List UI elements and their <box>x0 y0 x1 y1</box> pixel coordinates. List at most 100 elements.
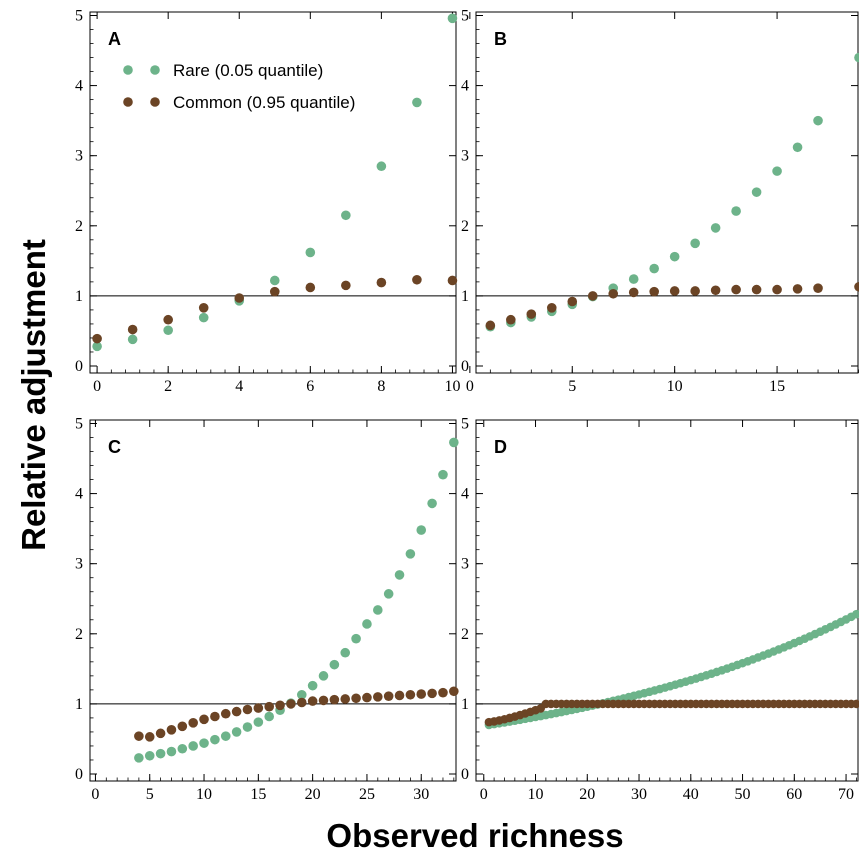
y-tick-label: 5 <box>75 8 83 25</box>
rare-point <box>269 275 280 286</box>
x-axis-label: Observed richness <box>326 817 624 854</box>
common-point <box>234 293 245 303</box>
rare-point <box>792 142 803 153</box>
rare-point <box>177 743 188 754</box>
common-point <box>253 703 264 713</box>
y-tick-label: 5 <box>461 8 469 25</box>
common-point <box>269 286 280 297</box>
common-point <box>383 691 394 701</box>
y-tick-label: 4 <box>461 486 469 503</box>
common-point <box>296 697 307 708</box>
x-tick-label: 30 <box>631 786 647 803</box>
y-tick-label: 5 <box>75 416 83 433</box>
x-tick-label: 2 <box>164 378 172 395</box>
legend-common-label: Common (0.95 quantile) <box>173 93 355 112</box>
y-tick-label: 1 <box>461 696 469 713</box>
common-point <box>526 309 537 319</box>
common-point <box>340 694 351 704</box>
rare-point <box>772 166 782 176</box>
x-tick-label: 10 <box>528 786 544 803</box>
common-point <box>506 314 516 325</box>
x-tick-label: 20 <box>579 786 595 803</box>
x-tick-label: 30 <box>413 786 429 803</box>
panel-c: 0 5 10 15 20 25 30 0 1 2 3 4 5 C <box>75 416 459 803</box>
rare-point <box>166 746 177 757</box>
x-tick-label: 40 <box>683 786 699 803</box>
y-tick-label: 3 <box>75 148 83 165</box>
x-tick-label: 10 <box>196 786 212 803</box>
common-point <box>649 286 659 297</box>
common-point <box>405 689 416 700</box>
panel-letter-c: C <box>108 437 121 457</box>
common-point <box>373 692 383 702</box>
common-point <box>242 704 253 715</box>
common-point <box>485 320 496 331</box>
common-point <box>690 286 700 296</box>
x-tick-label: 15 <box>250 786 266 803</box>
common-point <box>307 696 318 706</box>
rare-point <box>813 115 823 126</box>
x-tick-label: 60 <box>786 786 802 803</box>
rare-point <box>731 206 741 216</box>
panel-letter-b: B <box>494 29 507 49</box>
common-point <box>177 721 188 732</box>
common-point <box>394 690 405 701</box>
legend-rare-label: Rare (0.05 quantile) <box>173 61 323 80</box>
rare-point <box>253 717 264 727</box>
rare-point <box>394 570 405 580</box>
common-point <box>231 706 242 717</box>
common-point <box>412 274 422 285</box>
rare-point <box>416 525 427 535</box>
rare-point <box>220 731 231 741</box>
common-point <box>449 686 459 697</box>
x-tick-label: 0 <box>93 378 101 395</box>
common-point <box>199 714 209 725</box>
y-tick-label: 2 <box>461 626 469 643</box>
x-tick-label: 5 <box>568 378 576 395</box>
common-point <box>210 711 220 722</box>
common-point <box>608 288 619 299</box>
common-point <box>792 284 803 294</box>
common-point <box>376 277 387 288</box>
common-point <box>127 324 138 335</box>
rare-point <box>427 498 437 509</box>
x-tick-label: 0 <box>466 378 474 395</box>
y-tick-label: 0 <box>75 766 83 783</box>
common-point <box>416 689 427 699</box>
rare-point <box>362 619 372 629</box>
y-tick-label: 3 <box>461 148 469 165</box>
common-point <box>134 731 144 741</box>
common-point <box>731 284 741 295</box>
rare-point <box>155 748 166 759</box>
common-point <box>220 708 231 719</box>
rare-point <box>144 750 155 761</box>
y-tick-label: 0 <box>75 358 83 375</box>
plot-frame-d <box>475 419 859 782</box>
x-tick-label: 25 <box>359 786 375 803</box>
rare-point <box>198 312 209 323</box>
x-tick-label: 70 <box>838 786 854 803</box>
rare-point <box>307 680 318 691</box>
y-tick-label: 2 <box>75 626 83 643</box>
common-point <box>163 314 173 325</box>
legend-rare-marker <box>123 65 133 75</box>
rare-point <box>383 589 394 599</box>
common-point <box>546 303 557 313</box>
x-tick-label: 10 <box>444 378 460 395</box>
rare-point <box>188 741 198 751</box>
common-point <box>628 287 639 298</box>
rare-point <box>351 633 361 644</box>
rare-point <box>163 325 173 336</box>
common-point <box>567 296 578 307</box>
y-tick-label: 1 <box>75 288 83 305</box>
y-tick-label: 4 <box>75 486 83 503</box>
x-tick-label: 50 <box>735 786 751 803</box>
rare-point <box>449 437 459 448</box>
y-tick-label: 4 <box>461 78 469 95</box>
rare-point <box>264 711 274 722</box>
rare-point <box>318 671 329 681</box>
rare-point <box>210 734 220 745</box>
common-point <box>286 699 296 709</box>
rare-point <box>376 161 387 172</box>
x-tick-label: 0 <box>480 786 488 803</box>
